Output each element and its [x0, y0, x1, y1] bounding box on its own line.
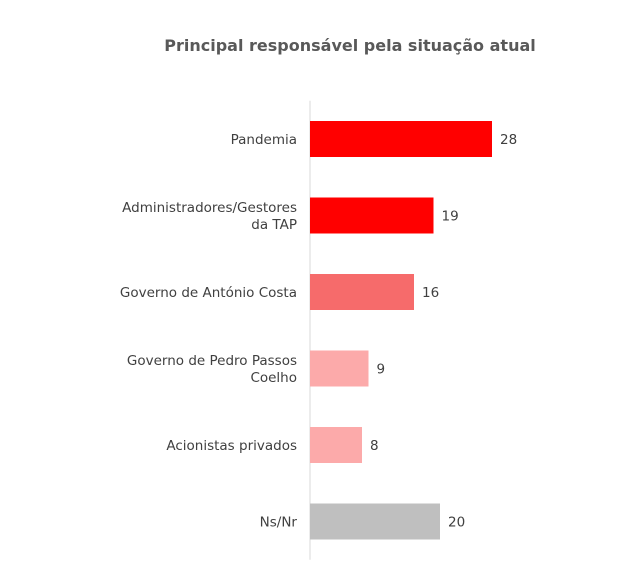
bar-0 — [310, 121, 492, 157]
value-label-2: 16 — [422, 285, 439, 301]
bar-3 — [310, 350, 369, 387]
category-label-0: Pandemia — [231, 132, 297, 148]
category-label-1: Administradores/Gestores da TAP — [122, 200, 297, 233]
value-label-5: 20 — [448, 515, 465, 531]
category-label-5: Ns/Nr — [260, 515, 298, 531]
category-label-2: Governo de António Costa — [120, 285, 297, 301]
category-label-3: Governo de Pedro Passos Coelho — [127, 353, 297, 386]
value-label-4: 8 — [370, 438, 379, 454]
category-label-4: Acionistas privados — [166, 438, 297, 454]
chart-title: Principal responsável pela situação atua… — [164, 36, 536, 55]
bar-2 — [310, 274, 414, 310]
value-label-3: 9 — [377, 362, 386, 378]
bar-4 — [310, 427, 362, 463]
value-label-0: 28 — [500, 132, 517, 148]
value-label-1: 19 — [442, 209, 459, 225]
bar-5 — [310, 503, 440, 540]
bar-1 — [310, 197, 434, 234]
